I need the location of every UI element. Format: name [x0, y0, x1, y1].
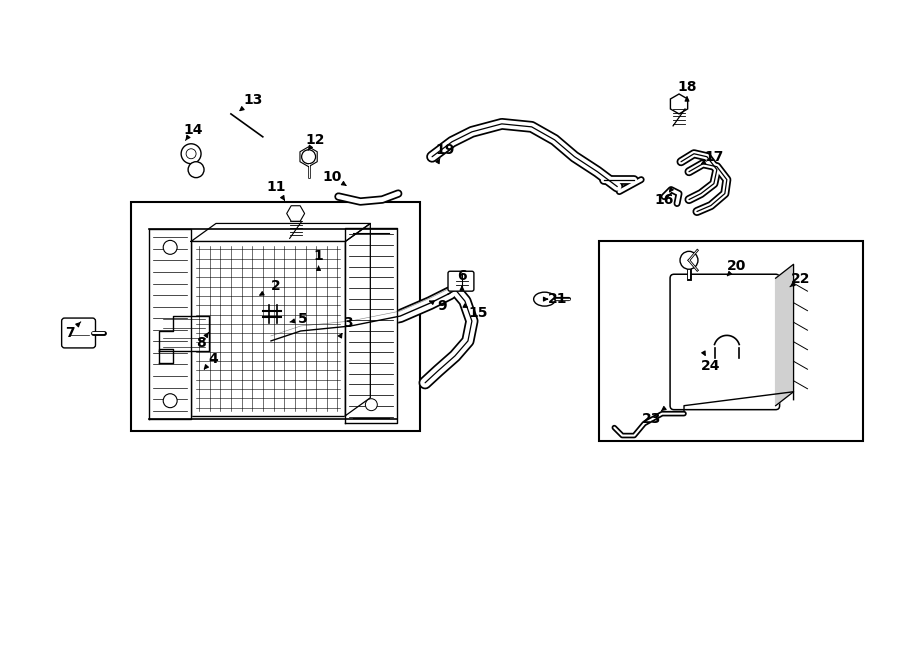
Text: 16: 16 [654, 192, 674, 206]
Text: 17: 17 [704, 150, 724, 164]
Text: 1: 1 [314, 249, 323, 263]
Circle shape [163, 241, 177, 254]
Text: 8: 8 [196, 336, 206, 350]
Text: 19: 19 [436, 143, 454, 157]
Polygon shape [776, 264, 794, 406]
Text: 4: 4 [208, 352, 218, 366]
Text: 12: 12 [306, 133, 325, 147]
FancyBboxPatch shape [448, 271, 474, 291]
Circle shape [680, 251, 698, 269]
Text: 9: 9 [437, 299, 446, 313]
Circle shape [186, 149, 196, 159]
Bar [191, 241, 346, 416]
Text: 22: 22 [791, 272, 810, 286]
FancyBboxPatch shape [61, 318, 95, 348]
Polygon shape [159, 349, 173, 363]
Polygon shape [300, 147, 317, 167]
Polygon shape [346, 223, 370, 416]
Text: 3: 3 [344, 316, 353, 330]
Text: 14: 14 [184, 123, 202, 137]
Text: 13: 13 [243, 93, 263, 107]
Text: 7: 7 [65, 326, 75, 340]
Text: 18: 18 [677, 80, 697, 94]
Bar [599, 241, 863, 440]
Text: 21: 21 [548, 292, 567, 306]
Polygon shape [287, 206, 304, 221]
Text: 2: 2 [271, 279, 281, 293]
Circle shape [181, 144, 201, 164]
FancyBboxPatch shape [670, 274, 779, 410]
Text: 23: 23 [642, 412, 661, 426]
Circle shape [365, 399, 377, 410]
Polygon shape [191, 223, 370, 241]
Bar [131, 202, 420, 430]
Text: 20: 20 [727, 259, 746, 273]
Polygon shape [346, 229, 397, 422]
Ellipse shape [534, 292, 555, 306]
Circle shape [302, 150, 316, 164]
Text: 15: 15 [468, 306, 488, 320]
Circle shape [188, 162, 204, 178]
Text: 6: 6 [457, 269, 467, 283]
Text: 24: 24 [701, 359, 721, 373]
Circle shape [163, 394, 177, 408]
Text: 5: 5 [298, 312, 308, 326]
Text: 11: 11 [266, 180, 285, 194]
Polygon shape [149, 229, 191, 418]
Text: 10: 10 [323, 170, 342, 184]
Polygon shape [670, 94, 688, 114]
Polygon shape [159, 316, 209, 351]
